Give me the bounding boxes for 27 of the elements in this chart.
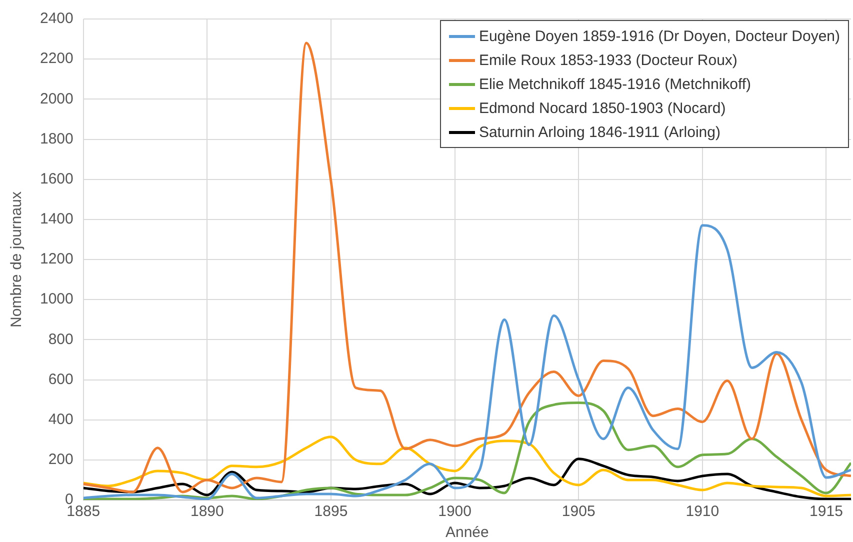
y-tick-label: 1000 [40, 290, 74, 308]
legend-label: Saturnin Arloing 1846-1911 (Arloing) [478, 124, 720, 140]
legend-label: Edmond Nocard 1850-1903 (Nocard) [478, 100, 726, 116]
y-tick-label: 1400 [40, 210, 74, 228]
y-tick-label: 2400 [40, 10, 74, 28]
y-tick-label: 400 [48, 410, 74, 428]
x-tick-label: 1915 [810, 503, 843, 520]
y-tick-label: 800 [48, 330, 74, 348]
y-tick-label: 1200 [40, 250, 74, 268]
legend-label: Elie Metchnikoff 1845-1916 (Metchnikoff) [478, 76, 752, 92]
y-tick-label: 2200 [40, 50, 74, 68]
y-tick-label: 1800 [40, 130, 74, 148]
y-axis-title: Nombre de journaux [8, 191, 26, 328]
line-series [83, 224, 851, 500]
y-tick-label: 2000 [40, 90, 74, 108]
x-tick-label: 1905 [562, 503, 596, 520]
x-tick-label: 1910 [686, 503, 720, 520]
legend-label: Emile Roux 1853-1933 (Docteur Roux) [478, 52, 738, 68]
y-tick-label: 1600 [40, 170, 74, 188]
line-series [83, 436, 851, 498]
legend-label: Eugène Doyen 1859-1916 (Dr Doyen, Docteur Doyen) [478, 28, 840, 44]
x-tick-label: 1900 [438, 503, 472, 520]
y-tick-label: 200 [48, 451, 74, 468]
x-tick-label: 1890 [190, 503, 224, 520]
x-axis-title: Année [445, 524, 489, 542]
y-tick-label: 600 [48, 370, 74, 388]
x-tick-label: 1895 [314, 503, 348, 520]
